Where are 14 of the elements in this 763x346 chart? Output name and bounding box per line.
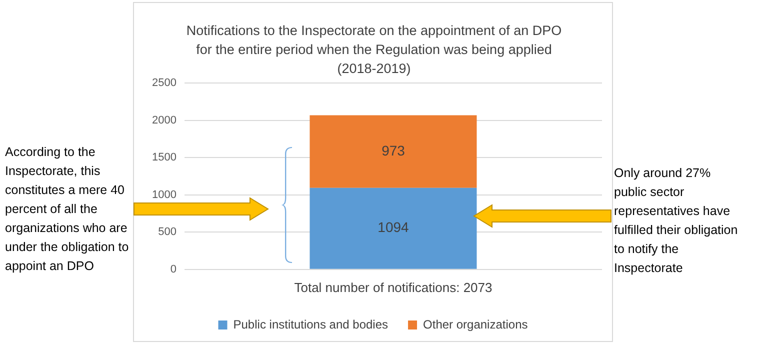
- x-tick-label: Total number of notifications: 2073: [294, 280, 492, 295]
- text: Only around 27% public sector representatives have fulfilled their obligation to notify the Inspectorate: [614, 165, 739, 277]
- chart-title: Notifications to the Inspectorate on the appointment of an DPO for the entire period when the Regulation was being applied (2018-2019): [185, 22, 563, 78]
- y-tick-label: 1500: [152, 152, 176, 164]
- data-label: 973: [382, 142, 406, 158]
- legend-label: Public institutions and bodies: [233, 317, 388, 332]
- y-tick-label: 2500: [152, 77, 176, 90]
- y-tick-label: 500: [158, 226, 176, 238]
- text: According to the Inspectorate, this constitutes a mere 40 percent of all the organizations who are under the obligation to appoint an DPO: [5, 144, 129, 275]
- legend-label: Other organizations: [423, 317, 528, 332]
- y-tick-label: 1000: [152, 188, 176, 201]
- y-tick-label: 0: [170, 263, 176, 276]
- y-tick-label: 2000: [152, 114, 176, 126]
- data-label: 1094: [378, 219, 410, 236]
